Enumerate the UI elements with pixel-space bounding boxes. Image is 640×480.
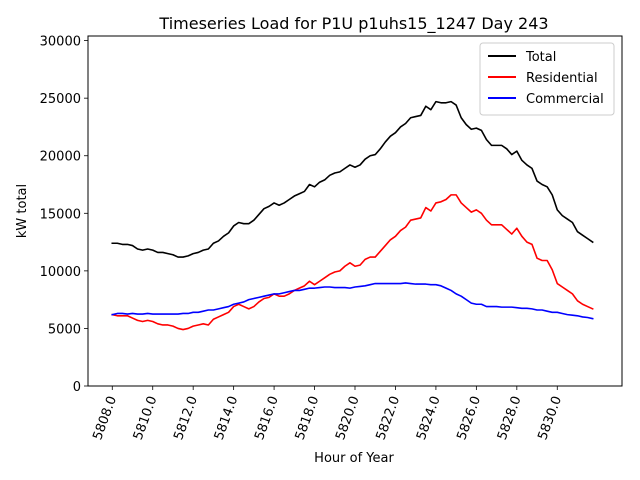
legend-label-total: Total [525, 50, 556, 65]
series-line-total [111, 100, 594, 258]
y-tick-label: 30000 [40, 35, 81, 50]
y-tick-label: 15000 [40, 207, 81, 222]
legend-label-commercial: Commercial [526, 92, 604, 107]
y-tick-label: 25000 [40, 92, 81, 107]
series-line-residential [111, 194, 594, 331]
y-axis: 0 5000 10000 15000 20000 25000 30000 [40, 35, 88, 395]
legend-label-residential: Residential [526, 71, 598, 86]
y-axis-title: kW total [15, 184, 30, 238]
x-axis-title: Hour of Year [314, 451, 394, 466]
y-tick-label: 0 [73, 380, 81, 395]
series-layer [111, 100, 594, 331]
legend-items: Total Residential Commercial [488, 50, 604, 107]
legend: Total Residential Commercial [479, 42, 615, 116]
chart-title: Timeseries Load for P1U p1uhs15_1247 Day… [158, 14, 548, 34]
y-tick-label: 20000 [40, 150, 81, 165]
series-line-commercial [111, 282, 594, 320]
y-tick-label: 5000 [48, 322, 81, 337]
y-tick-label: 10000 [40, 265, 81, 280]
